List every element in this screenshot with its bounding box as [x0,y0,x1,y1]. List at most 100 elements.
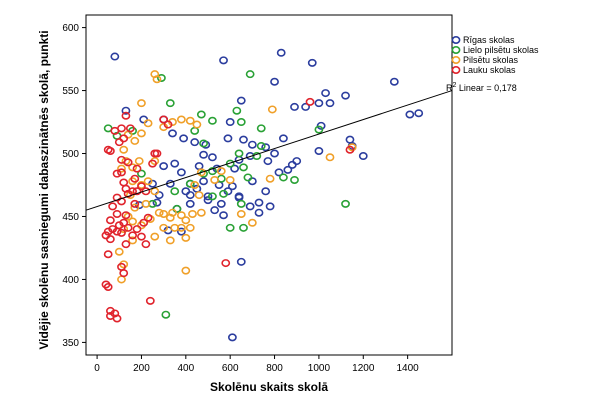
point-pilse-tu-skolas [181,233,191,242]
point-ri-gas-skolas [279,134,288,143]
point-ri-gas-skolas [219,211,228,220]
legend-marker [451,35,461,44]
x-tick-label: 1400 [397,363,420,374]
point-ri-gas-skolas [216,199,226,208]
point-lauku-skolas [112,227,122,236]
point-lauku-skolas [117,124,126,133]
point-lauku-skolas [123,223,133,232]
point-pilse-tu-skolas [114,247,124,256]
point-pilse-tu-skolas [168,208,177,217]
point-pilse-tu-skolas [150,232,160,241]
point-lielo-pilse-tu-skolas [225,159,235,168]
point-lauku-skolas [117,168,126,177]
point-pilse-tu-skolas [176,115,186,124]
point-lauku-skolas [130,174,140,183]
point-ri-gas-skolas [341,91,350,100]
point-pilse-tu-skolas [265,174,275,183]
point-lielo-pilse-tu-skolas [236,199,246,208]
point-lauku-skolas [143,213,153,222]
point-pilse-tu-skolas [185,116,195,125]
point-lielo-pilse-tu-skolas [314,125,324,134]
point-pilse-tu-skolas [128,163,137,172]
y-tick-label: 500 [62,149,79,160]
point-lielo-pilse-tu-skolas [199,139,208,148]
plot-frame [85,14,453,356]
point-lielo-pilse-tu-skolas [225,223,235,232]
fit-line-label: R2 Linear = 0,178 [446,82,517,93]
point-lielo-pilse-tu-skolas [245,70,255,79]
point-pilse-tu-skolas [130,136,140,145]
point-ri-gas-skolas [210,206,220,215]
point-ri-gas-skolas [321,89,330,98]
point-lauku-skolas [128,231,137,240]
point-lauku-skolas [163,120,173,129]
point-pilse-tu-skolas [134,157,144,166]
point-ri-gas-skolas [168,129,177,138]
point-lauku-skolas [121,240,131,249]
point-ri-gas-skolas [219,56,228,65]
point-lielo-pilse-tu-skolas [137,169,146,178]
point-pilse-tu-skolas [137,129,146,138]
fit-line-group [85,90,453,211]
point-pilse-tu-skolas [216,167,226,176]
point-ri-gas-skolas [261,143,271,152]
x-tick-label: 200 [133,363,150,374]
point-lielo-pilse-tu-skolas [239,223,248,232]
point-pilse-tu-skolas [165,236,175,245]
point-ri-gas-skolas [301,102,310,111]
point-ri-gas-skolas [152,198,162,207]
point-ri-gas-skolas [227,333,237,342]
point-pilse-tu-skolas [159,209,169,218]
point-pilse-tu-skolas [119,145,129,154]
point-lauku-skolas [132,164,142,173]
point-lauku-skolas [125,124,135,133]
point-ri-gas-skolas [245,202,255,211]
point-ri-gas-skolas [274,168,284,177]
legend-marker [451,55,461,64]
y-axis-ticks: 350 400 450 500 550 600 [62,23,86,349]
point-lielo-pilse-tu-skolas [290,175,299,184]
y-tick-label: 550 [62,86,79,97]
point-lielo-pilse-tu-skolas [341,199,350,208]
point-lauku-skolas [132,187,142,196]
y-axis-title: Vidējie skolēnu sasniegumi dabaszinātnēs… [37,30,51,349]
point-pilse-tu-skolas [141,199,151,208]
legend-marker [451,66,461,75]
point-ri-gas-skolas [225,118,235,127]
point-lielo-pilse-tu-skolas [219,189,228,198]
point-pilse-tu-skolas [194,191,204,200]
point-lauku-skolas [159,115,169,124]
point-ri-gas-skolas [236,96,246,105]
point-lielo-pilse-tu-skolas [279,173,288,182]
point-pilse-tu-skolas [130,203,140,212]
point-lauku-skolas [119,218,129,227]
point-ri-gas-skolas [283,165,293,174]
point-pilse-tu-skolas [225,175,235,184]
point-ri-gas-skolas [223,134,233,143]
legend-marker [451,45,461,54]
point-lauku-skolas [141,240,151,249]
point-lielo-pilse-tu-skolas [165,99,175,108]
y-tick-label: 350 [62,338,79,349]
point-lauku-skolas [119,269,129,278]
point-lielo-pilse-tu-skolas [256,124,266,133]
point-ri-gas-skolas [307,58,317,67]
point-ri-gas-skolas [414,109,424,118]
point-lauku-skolas [112,169,122,178]
point-lauku-skolas [305,97,315,106]
y-tick-label: 600 [62,23,79,34]
point-lielo-pilse-tu-skolas [208,116,217,125]
point-ri-gas-skolas [265,202,275,211]
point-lauku-skolas [221,259,231,268]
point-pilse-tu-skolas [170,223,180,232]
point-ri-gas-skolas [276,48,286,57]
point-pilse-tu-skolas [137,99,146,108]
point-pilse-tu-skolas [247,218,257,227]
legend-label: Lauku skolas [463,65,516,75]
y-tick-label: 400 [62,275,79,286]
point-ri-gas-skolas [230,164,240,173]
point-ri-gas-skolas [325,99,335,108]
point-ri-gas-skolas [110,52,120,61]
